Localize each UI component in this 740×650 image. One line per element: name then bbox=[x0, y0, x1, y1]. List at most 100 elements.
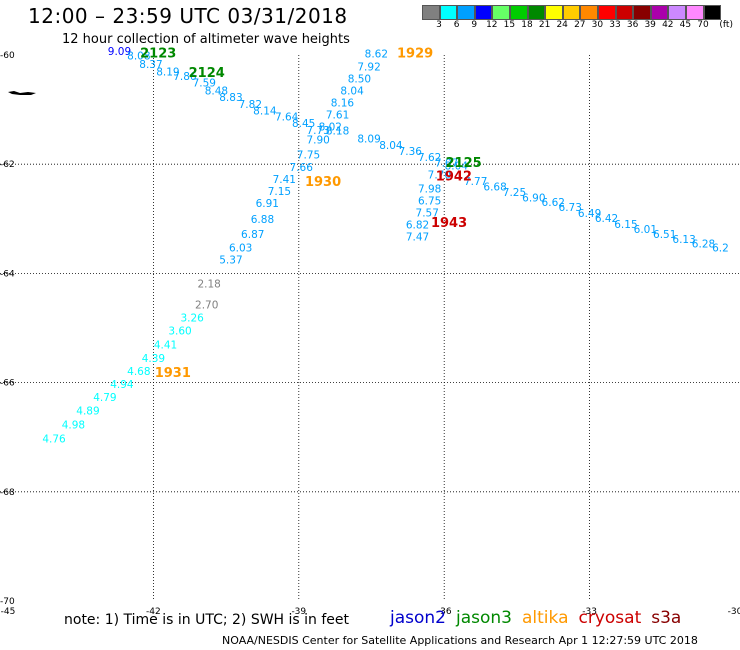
wave-height-value: 8.18 bbox=[326, 126, 349, 138]
wave-height-value: 8.14 bbox=[253, 106, 277, 118]
legend-swatch bbox=[457, 5, 475, 20]
page-title: 12:00 – 23:59 UTC 03/31/2018 bbox=[28, 4, 348, 28]
wave-height-value: 6.91 bbox=[256, 198, 279, 210]
map-axis-labels: -45 -42 -39 -36 -33 -30 -60 -62 -64 -66 -68 -70 bbox=[0, 51, 740, 617]
altimeter-tracks: 9.098.088.378.197.867.598.488.837.828.14… bbox=[42, 46, 728, 446]
legend-label: 3 bbox=[436, 20, 442, 30]
wave-height-value: 2.18 bbox=[197, 279, 220, 291]
legend-swatch bbox=[703, 5, 722, 20]
lon-tick-label: -36 bbox=[437, 607, 452, 617]
pass-time-label: 2123 bbox=[140, 47, 176, 62]
wave-height-value: 7.82 bbox=[239, 99, 262, 111]
wave-height-value: 7.90 bbox=[306, 134, 329, 146]
pass-time-label: 2125 bbox=[445, 156, 481, 171]
wave-height-value: 8.08 bbox=[127, 50, 150, 62]
wave-height-value: 5.37 bbox=[219, 255, 242, 267]
wave-height-value: 4.79 bbox=[93, 392, 116, 404]
legend-swatch bbox=[633, 5, 651, 20]
wave-height-value: 9.09 bbox=[108, 46, 131, 58]
pass-time-label: 1942 bbox=[436, 170, 472, 185]
legend-label: 6 bbox=[453, 20, 460, 30]
wave-height-value: 6.82 bbox=[406, 220, 429, 232]
wave-height-value: 7.75 bbox=[297, 150, 320, 162]
wave-height-value: 7.47 bbox=[406, 232, 429, 244]
legend-label: 12 bbox=[486, 20, 498, 30]
wave-height-value: 7.77 bbox=[464, 176, 487, 188]
wave-height-value: 6.28 bbox=[692, 239, 715, 251]
legend-swatch bbox=[668, 5, 686, 20]
legend-label: 21 bbox=[538, 20, 551, 30]
legend-label: 9 bbox=[471, 20, 478, 30]
wave-height-value: 7.59 bbox=[193, 78, 216, 90]
footer-credit: NOAA/NESDIS Center for Satellite Applica… bbox=[222, 634, 698, 647]
wave-height-value: 8.04 bbox=[340, 85, 364, 97]
wave-height-value: 7.15 bbox=[268, 186, 291, 198]
wave-height-value: 6.75 bbox=[418, 196, 441, 208]
wave-height-value: 4.68 bbox=[127, 366, 150, 378]
footer-note: note: 1) Time is in UTC; 2) SWH is in fe… bbox=[64, 612, 350, 628]
wave-height-value: 4.76 bbox=[42, 434, 66, 446]
lat-tick-label: -60 bbox=[0, 51, 15, 61]
satellite-legend-item: jason3 bbox=[456, 608, 512, 628]
wave-height-value: 6.51 bbox=[653, 229, 676, 241]
wave-height-value: 6.88 bbox=[251, 214, 274, 226]
wave-height-value: 7.36 bbox=[399, 146, 423, 158]
pass-time-label: 1930 bbox=[305, 175, 341, 190]
legend-swatch bbox=[615, 5, 634, 20]
wave-height-value: 4.41 bbox=[154, 340, 177, 352]
satellite-legend-item: s3a bbox=[651, 608, 682, 628]
lat-tick-label: -64 bbox=[0, 269, 15, 279]
cryosat-track: 7.70 7.986.757.576.827.47 bbox=[406, 169, 451, 243]
wave-height-value: 8.09 bbox=[357, 133, 380, 145]
wave-height-value: 7.92 bbox=[357, 61, 380, 73]
wave-height-value: 7.64 bbox=[275, 112, 299, 124]
wave-height-value: 6.73 bbox=[559, 202, 582, 214]
wave-height-value: 8.48 bbox=[205, 85, 228, 97]
legend-swatch bbox=[527, 5, 546, 20]
wave-height-value: 8.04 bbox=[379, 140, 403, 152]
satellite-legend-item: cryosat bbox=[578, 608, 642, 628]
wave-height-value: 7.61 bbox=[326, 109, 349, 121]
wave-height-value: 7.66 bbox=[290, 162, 314, 174]
wave-height-value: 4.94 bbox=[110, 379, 134, 391]
legend-unit: (ft) bbox=[719, 20, 733, 30]
wave-height-value: 7.57 bbox=[416, 208, 439, 220]
lat-tick-label: -68 bbox=[0, 488, 15, 498]
wave-height-value: 2.70 bbox=[195, 299, 218, 311]
legend-swatch bbox=[597, 5, 616, 20]
map-grid bbox=[0, 55, 740, 601]
pass-time-label: 1943 bbox=[431, 216, 467, 231]
legend-label: 33 bbox=[609, 20, 621, 30]
pass-time-label: 1931 bbox=[155, 366, 191, 381]
wave-height-value: 8.37 bbox=[139, 59, 162, 71]
legend-swatch bbox=[422, 5, 440, 20]
wave-height-value: 6.2 bbox=[712, 243, 729, 255]
color-legend-labels: 3 6 9 12 15 18 21 24 27 30 33 36 39 42 45 70 (ft) bbox=[422, 20, 740, 34]
wave-height-value: 8.04 bbox=[445, 161, 469, 173]
wave-height-value: 8.62 bbox=[365, 49, 388, 61]
lat-tick-label: -62 bbox=[0, 160, 15, 170]
legend-label: 30 bbox=[591, 20, 604, 30]
legend-label: 45 bbox=[679, 20, 692, 30]
color-legend bbox=[422, 5, 722, 20]
wave-height-value: 6.42 bbox=[595, 213, 618, 225]
legend-label: 70 bbox=[697, 20, 709, 30]
satellite-legend-item: jason2 bbox=[390, 608, 446, 628]
wave-height-value: 7.62 bbox=[418, 152, 441, 164]
page-subtitle: 12 hour collection of altimeter wave hei… bbox=[62, 32, 350, 47]
pass-time-label: 2124 bbox=[189, 66, 225, 81]
wave-height-value: 8.16 bbox=[331, 97, 355, 109]
legend-swatch bbox=[492, 5, 510, 20]
satellite-legend: jason2 jason3 altika cryosat s3a bbox=[390, 608, 691, 628]
wave-height-value: 7.86 bbox=[173, 71, 197, 83]
wave-height-value: 6.13 bbox=[672, 234, 695, 246]
legend-swatch bbox=[650, 5, 669, 20]
legend-label: 42 bbox=[662, 20, 674, 30]
wave-height-value: 7.07 bbox=[435, 157, 458, 169]
wave-height-value: 6.15 bbox=[614, 219, 637, 231]
lon-tick-label: -42 bbox=[146, 607, 161, 617]
wave-height-value: 8.83 bbox=[219, 92, 242, 104]
wave-height-value: 7.98 bbox=[418, 184, 441, 196]
